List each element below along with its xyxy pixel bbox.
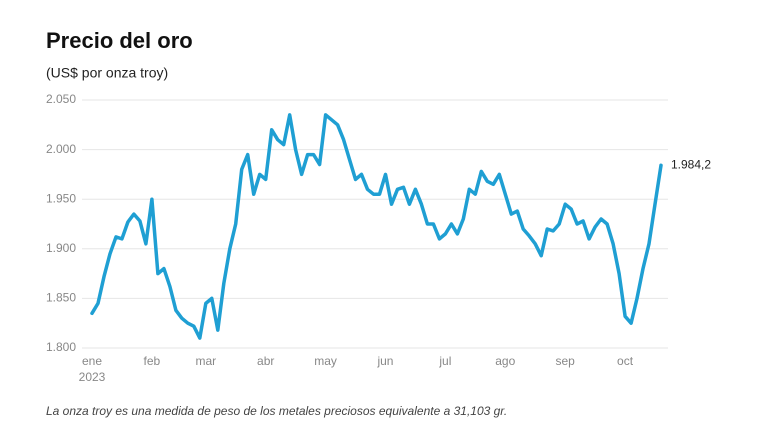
y-tick-label: 2.050 xyxy=(46,92,76,106)
x-tick-label: jun xyxy=(376,354,393,368)
x-tick-label: ene xyxy=(82,354,102,368)
x-tick-label: ago xyxy=(495,354,515,368)
value-label: 1.984,2 xyxy=(671,157,711,171)
x-year-label: 2023 xyxy=(79,370,106,384)
x-tick-label: feb xyxy=(144,354,161,368)
y-tick-label: 1.950 xyxy=(46,191,76,205)
x-tick-label: may xyxy=(314,354,337,368)
footnote: La onza troy es una medida de peso de lo… xyxy=(46,404,507,418)
y-tick-label: 2.000 xyxy=(46,142,76,156)
x-tick-label: mar xyxy=(195,354,216,368)
y-tick-label: 1.900 xyxy=(46,241,76,255)
chart-subtitle: (US$ por onza troy) xyxy=(46,65,168,81)
y-tick-label: 1.850 xyxy=(46,291,76,305)
chart-title: Precio del oro xyxy=(46,28,193,53)
x-tick-label: sep xyxy=(555,354,575,368)
x-tick-label: jul xyxy=(438,354,451,368)
x-tick-label: oct xyxy=(617,354,634,368)
y-tick-label: 1.800 xyxy=(46,340,76,354)
x-tick-label: abr xyxy=(257,354,274,368)
price-line xyxy=(90,113,663,340)
